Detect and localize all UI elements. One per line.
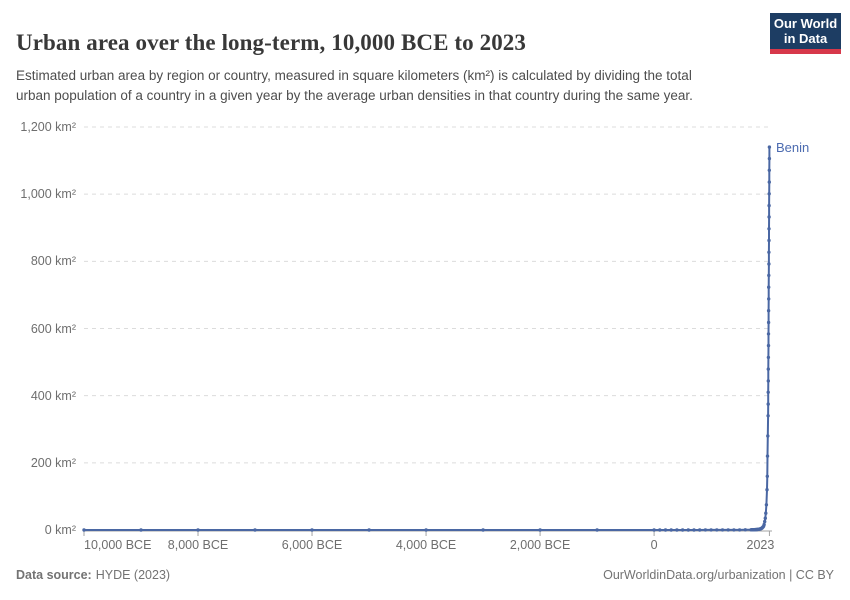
- x-tick-label: 2023: [746, 538, 775, 552]
- data-point: [253, 528, 257, 532]
- data-point: [196, 528, 200, 532]
- data-source-value: HYDE (2023): [95, 568, 171, 582]
- data-point: [765, 474, 769, 478]
- data-point: [766, 320, 771, 325]
- data-point: [652, 528, 656, 532]
- data-point: [767, 215, 771, 219]
- data-point: [767, 238, 771, 243]
- data-point: [767, 192, 771, 196]
- data-point: [767, 168, 771, 172]
- data-point: [767, 145, 772, 149]
- data-point: [424, 528, 428, 532]
- data-point: [767, 203, 771, 208]
- data-point: [367, 528, 371, 532]
- data-point: [703, 528, 708, 532]
- series-label-benin[interactable]: Benin: [776, 140, 810, 156]
- data-point: [763, 516, 767, 520]
- data-point: [767, 273, 771, 278]
- data-point: [766, 390, 770, 394]
- data-point: [680, 528, 685, 532]
- owid-logo[interactable]: Our World in Data: [770, 13, 841, 54]
- x-tick-label: 0: [650, 538, 658, 552]
- data-source-label: Data source:: [16, 568, 92, 582]
- data-point: [764, 503, 769, 507]
- data-point: [481, 528, 485, 532]
- data-point: [82, 528, 86, 532]
- data-point: [766, 379, 770, 383]
- y-tick-label: 200 km²: [30, 455, 76, 470]
- data-point: [766, 434, 770, 438]
- data-point: [767, 262, 771, 266]
- data-point: [720, 528, 725, 532]
- data-line-benin: [84, 147, 771, 531]
- logo-line-2: in Data: [783, 31, 828, 46]
- logo-accent-bar: [770, 49, 841, 54]
- data-point: [764, 511, 768, 515]
- data-source-note: Data source: HYDE (2023): [16, 567, 170, 583]
- data-point: [767, 285, 771, 289]
- y-tick-label: 800 km²: [30, 254, 76, 269]
- data-point: [726, 528, 730, 532]
- data-point: [663, 528, 668, 532]
- data-point: [765, 488, 769, 492]
- data-point: [763, 519, 767, 524]
- x-tick-label: 6,000 BCE: [281, 538, 343, 552]
- y-tick-label: 400 km²: [30, 388, 76, 403]
- owid-url-license-link[interactable]: OurWorldinData.org/urbanization | CC BY: [603, 568, 834, 582]
- x-tick-label: 2,000 BCE: [509, 538, 571, 552]
- chart-subtitle: Estimated urban area by region or countr…: [16, 67, 693, 103]
- y-tick-label: 0 km²: [44, 523, 76, 537]
- data-point: [709, 528, 713, 532]
- data-point: [538, 528, 542, 532]
- data-point: [595, 528, 599, 532]
- data-point: [766, 414, 770, 418]
- data-point: [767, 250, 771, 254]
- x-tick-label: 8,000 BCE: [167, 538, 229, 552]
- page-title: Urban area over the long-term, 10,000 BC…: [16, 30, 526, 56]
- data-point: [766, 355, 771, 360]
- data-point: [692, 528, 696, 532]
- data-point: [767, 227, 771, 231]
- data-point: [766, 309, 771, 313]
- logo-line-1: Our World: [773, 16, 838, 31]
- data-point: [766, 367, 770, 371]
- data-point: [767, 297, 771, 301]
- y-tick-label: 1,200 km²: [20, 120, 76, 134]
- data-point: [715, 528, 719, 532]
- data-point: [762, 522, 766, 527]
- data-point: [765, 454, 770, 458]
- data-point: [686, 528, 690, 532]
- data-point: [766, 332, 771, 336]
- data-point: [766, 402, 770, 406]
- data-point: [675, 528, 679, 532]
- y-tick-label: 1,000 km²: [20, 187, 76, 202]
- data-point: [669, 528, 673, 532]
- data-point: [732, 528, 736, 532]
- data-point: [737, 528, 742, 532]
- data-point: [743, 528, 747, 532]
- x-tick-label: 10,000 BCE: [84, 538, 152, 552]
- x-tick-label: 4,000 BCE: [395, 538, 457, 552]
- data-point: [310, 528, 314, 532]
- data-point: [766, 343, 771, 348]
- data-point: [139, 528, 143, 532]
- data-point: [658, 528, 662, 532]
- data-point: [767, 156, 772, 161]
- y-tick-label: 600 km²: [30, 321, 76, 336]
- data-point: [767, 180, 771, 184]
- chart-footer: Data source: HYDE (2023) OurWorldinData.o…: [16, 567, 834, 583]
- data-point: [698, 528, 702, 532]
